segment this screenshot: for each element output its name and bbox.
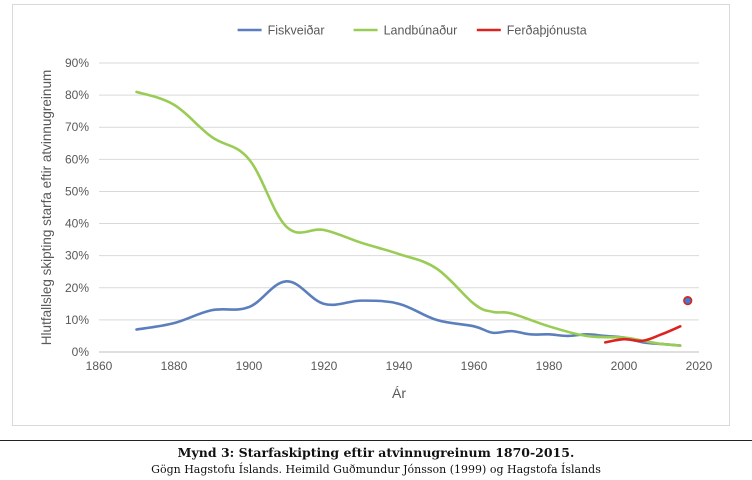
y-tick-label: 10% [65,313,89,327]
x-tick-label: 2000 [611,359,638,373]
x-axis-title: Ár [392,385,406,401]
y-tick-label: 20% [65,281,89,295]
y-tick-label: 90% [65,56,89,70]
legend-label-2: Ferðaþjónusta [507,24,587,38]
x-tick-label: 1980 [536,359,563,373]
data-point-marker [683,296,693,306]
y-tick-label: 60% [65,152,89,166]
figure-caption-source: Gögn Hagstofu Íslands. Heimild Guðmundur… [151,463,601,476]
y-tick-label: 80% [65,88,89,102]
series-line-1 [135,90,682,347]
y-tick-label: 50% [65,184,89,198]
y-axis-title: Hlutfallsleg skipting starfa eftir atvin… [39,70,54,345]
x-tick-label: 2020 [686,359,713,373]
x-tick-label: 1920 [311,359,338,373]
legend-label-0: Fiskveiðar [268,24,325,38]
x-tick-label: 1860 [86,359,113,373]
series-line-2 [603,325,682,344]
figure-caption-title: Mynd 3: Starfaskipting eftir atvinnugrei… [177,445,575,460]
chart-frame: 0% 10% 20% 30% 40% 50% 60% 70% 80% 90% 1860 1880 190… [12,4,730,426]
y-tick-label: 40% [65,217,89,231]
x-tick-label: 1900 [236,359,263,373]
y-tick-label: 70% [65,120,89,134]
y-tick-label: 30% [65,249,89,263]
x-tick-label: 1880 [161,359,188,373]
legend-label-1: Landbúnaður [384,24,458,38]
line-chart: 0% 10% 20% 30% 40% 50% 60% 70% 80% 90% 1860 1880 190… [39,24,713,402]
x-tick-label: 1940 [386,359,413,373]
y-tick-label: 0% [72,345,90,359]
caption-divider [0,440,752,441]
x-tick-label: 1960 [461,359,488,373]
